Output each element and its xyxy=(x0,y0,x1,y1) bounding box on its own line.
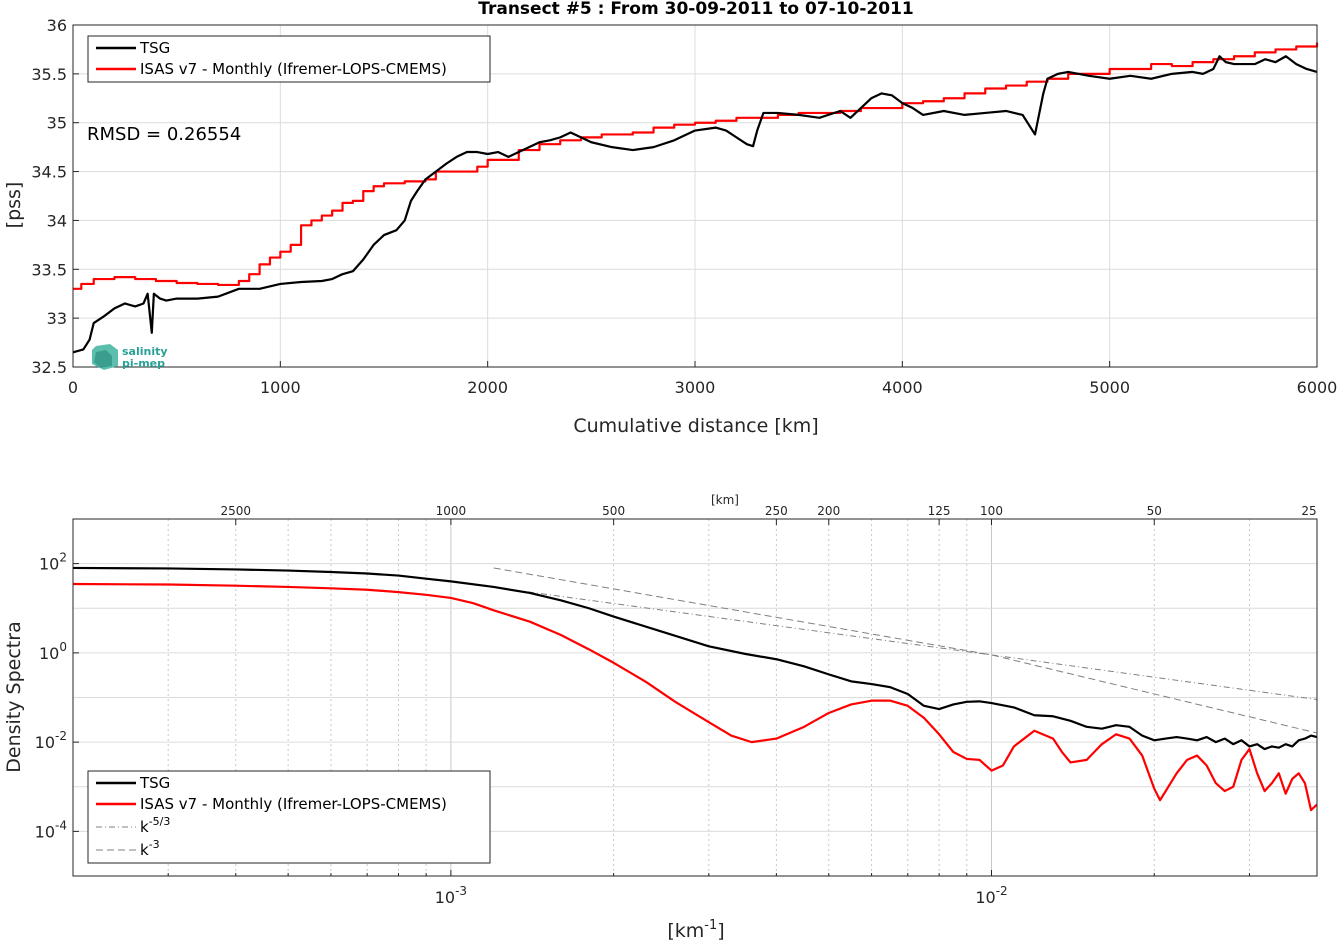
legend-entry-isas: ISAS v7 - Monthly (Ifremer-LOPS-CMEMS) xyxy=(140,60,447,78)
y-axis-ticks: 102 100 10-2 10-4 xyxy=(35,551,79,841)
series-group xyxy=(72,42,1319,354)
x-axis-label: [km-1] xyxy=(667,918,724,942)
y-tick-label: 33 xyxy=(47,309,67,328)
y-axis-label: Density Spectra xyxy=(3,621,25,772)
legend-entry-tsg: TSG xyxy=(139,774,170,792)
top-tick-label: 200 xyxy=(817,504,840,518)
legend-entry-isas: ISAS v7 - Monthly (Ifremer-LOPS-CMEMS) xyxy=(140,795,447,813)
top-tick-label: 250 xyxy=(765,504,788,518)
top-tick-label: 500 xyxy=(602,504,625,518)
legend-box xyxy=(87,35,491,83)
x-axis-ticks: 0 1000 2000 3000 4000 5000 6000 xyxy=(68,361,1337,397)
y-tick-label: 32.5 xyxy=(31,358,67,377)
top-axis-ticks: 2500 1000 500 250 200 125 100 50 25 xyxy=(220,504,1318,525)
y-tick-label: 10-2 xyxy=(35,729,67,752)
y-tick-label: 34 xyxy=(47,211,67,230)
y-axis-label: [pss] xyxy=(3,182,25,229)
y-tick-label: 36 xyxy=(47,16,67,35)
top-tick-label: 50 xyxy=(1147,504,1162,518)
x-tick-label: 4000 xyxy=(882,378,923,397)
legend-box xyxy=(87,770,491,864)
top-tick-label: 125 xyxy=(928,504,951,518)
y-tick-label: 35 xyxy=(47,114,67,133)
top-axis-label: [km] xyxy=(711,493,739,507)
top-tick-label: 25 xyxy=(1301,504,1316,518)
x-tick-label: 10-3 xyxy=(435,884,467,907)
legend: TSG ISAS v7 - Monthly (Ifremer-LOPS-CMEM… xyxy=(87,35,491,83)
legend-entry-tsg: TSG xyxy=(139,39,170,57)
y-tick-label: 35.5 xyxy=(31,65,67,84)
x-tick-label: 1000 xyxy=(260,378,301,397)
y-tick-label: 10-4 xyxy=(35,818,67,841)
y-axis-ticks: 32.5 33 33.5 34 34.5 35 35.5 36 xyxy=(31,16,79,377)
x-tick-label: 10-2 xyxy=(975,884,1007,907)
chart-title: Transect #5 : From 30-09-2011 to 07-10-2… xyxy=(478,0,914,19)
x-tick-label: 0 xyxy=(68,378,78,397)
legend: TSG ISAS v7 - Monthly (Ifremer-LOPS-CMEM… xyxy=(87,770,491,864)
series-line-k-3 xyxy=(493,567,1318,734)
x-tick-label: 3000 xyxy=(675,378,716,397)
series-line-tsg xyxy=(72,566,1318,751)
y-tick-label: 102 xyxy=(39,551,67,574)
logo-line-2: pi-mep xyxy=(122,357,165,370)
legend-entry-k53: k-5/3 xyxy=(140,815,170,836)
y-tick-label: 33.5 xyxy=(31,260,67,279)
x-tick-label: 2000 xyxy=(467,378,508,397)
top-tick-label: 2500 xyxy=(220,504,251,518)
x-axis-label: Cumulative distance [km] xyxy=(573,415,818,437)
density-spectra-chart: [km] 10-3 10-2 102 100 10-2 10-4 2500 1000 500… xyxy=(3,493,1318,942)
series-line-isas xyxy=(73,42,1319,290)
salinity-transect-chart: Transect #5 : From 30-09-2011 to 07-10-2… xyxy=(3,0,1337,437)
y-tick-label: 100 xyxy=(39,640,67,663)
series-line-isas xyxy=(72,582,1318,812)
rmsd-annotation: RMSD = 0.26554 xyxy=(87,124,241,145)
x-axis-ticks: 10-3 10-2 xyxy=(72,870,1318,907)
x-tick-label: 6000 xyxy=(1297,378,1338,397)
salinity-pimep-logo: salinity pi-mep xyxy=(92,344,168,370)
y-tick-label: 34.5 xyxy=(31,163,67,182)
legend-entry-k3: k-3 xyxy=(140,838,160,859)
series-group xyxy=(72,566,1318,812)
series-line-tsg xyxy=(72,55,1318,354)
top-tick-label: 1000 xyxy=(436,504,467,518)
top-tick-label: 100 xyxy=(980,504,1003,518)
plot-frame xyxy=(72,518,1318,877)
logo-line-1: salinity xyxy=(122,345,168,358)
x-tick-label: 5000 xyxy=(1089,378,1130,397)
